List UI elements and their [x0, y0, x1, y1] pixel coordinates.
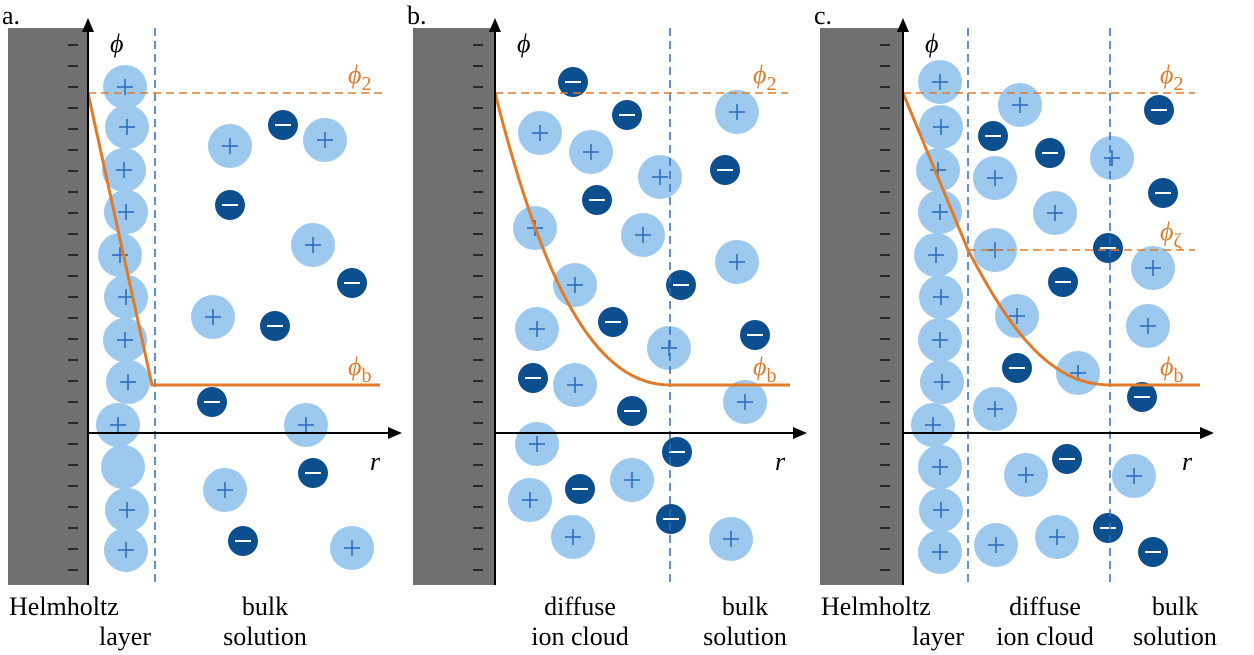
- electrode: [820, 28, 903, 585]
- y-arrow: [82, 18, 94, 32]
- region-label: diffuse: [544, 592, 616, 621]
- y-arrow: [489, 18, 501, 32]
- potential-symbol: ϕ: [348, 60, 361, 89]
- potential-label: ϕb: [1160, 352, 1183, 387]
- x-axis-label: r: [1182, 447, 1193, 476]
- potential-subscript: ζ: [1173, 230, 1181, 252]
- panel-label: a.: [2, 1, 20, 30]
- y-axis-label: ϕ: [517, 29, 530, 58]
- region-label: solution: [223, 622, 307, 651]
- potential-symbol: ϕ: [753, 352, 766, 381]
- diagram: a.ϕ2ϕbϕrHelmholtzlayerbulksolutionb.ϕ2ϕb…: [0, 0, 1254, 655]
- region-label: bulk: [722, 592, 768, 621]
- region-label: layer: [912, 622, 964, 651]
- region-label: Helmholtz: [9, 592, 119, 621]
- potential-label: ϕζ: [1160, 217, 1182, 252]
- potential-symbol: ϕ: [1160, 60, 1173, 89]
- panel-label: b.: [407, 1, 427, 30]
- potential-subscript: 2: [361, 73, 371, 95]
- cation: [101, 445, 145, 489]
- potential-symbol: ϕ: [1160, 217, 1173, 246]
- region-label: layer: [99, 622, 151, 651]
- x-axis-label: r: [775, 447, 786, 476]
- x-arrow: [1200, 427, 1214, 439]
- x-arrow: [793, 427, 807, 439]
- potential-label: ϕ2: [1160, 60, 1183, 95]
- electrode: [413, 28, 495, 585]
- y-axis-label: ϕ: [110, 29, 123, 58]
- region-label: solution: [703, 622, 787, 651]
- region-label: ion cloud: [531, 622, 629, 651]
- potential-symbol: ϕ: [348, 352, 361, 381]
- region-label: Helmholtz: [821, 592, 931, 621]
- potential-symbol: ϕ: [1160, 352, 1173, 381]
- x-arrow: [388, 427, 402, 439]
- potential-label: ϕ2: [753, 60, 776, 95]
- potential-label: ϕb: [348, 352, 371, 387]
- panel-label: c.: [814, 1, 832, 30]
- region-label: bulk: [242, 592, 288, 621]
- region-label: bulk: [1152, 592, 1198, 621]
- electrode: [8, 28, 88, 585]
- x-axis-label: r: [370, 447, 381, 476]
- potential-label: ϕ2: [348, 60, 371, 95]
- y-arrow: [897, 18, 909, 32]
- region-label: diffuse: [1009, 592, 1081, 621]
- region-label: solution: [1133, 622, 1217, 651]
- y-axis-label: ϕ: [925, 29, 938, 58]
- potential-label: ϕb: [753, 352, 776, 387]
- region-label: ion cloud: [996, 622, 1094, 651]
- potential-subscript: 2: [1173, 73, 1183, 95]
- potential-symbol: ϕ: [753, 60, 766, 89]
- potential-subscript: 2: [766, 73, 776, 95]
